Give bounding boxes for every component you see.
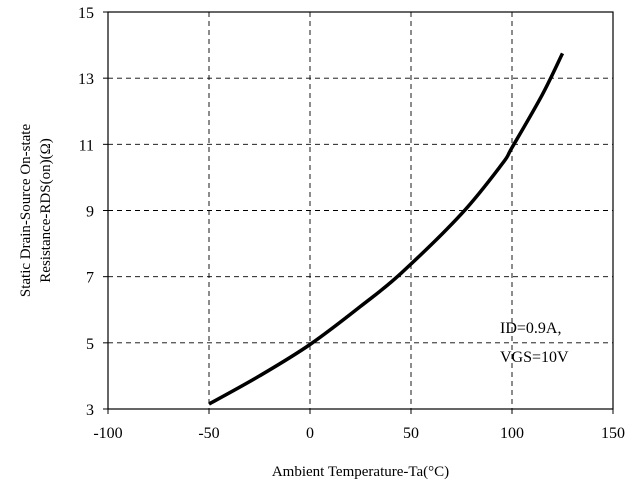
y-axis-title-line-2: Resistance-RDS(on)(Ω) xyxy=(38,138,54,282)
y-tick-label: 7 xyxy=(86,270,94,287)
y-tick-label: 13 xyxy=(78,71,94,88)
x-tick-label: 150 xyxy=(601,425,625,442)
x-tick-label: 100 xyxy=(500,425,524,442)
rds-on-vs-temperature-line xyxy=(208,52,565,406)
y-tick-label: 11 xyxy=(79,137,94,154)
axis-ticks xyxy=(103,11,614,414)
condition-annotation-id: ID=0.9A, xyxy=(500,320,561,337)
x-axis-title: Ambient Temperature-Ta(°C) xyxy=(272,464,449,480)
y-tick-label: 15 xyxy=(78,5,94,22)
grid-lines xyxy=(108,12,613,409)
x-tick-label: -100 xyxy=(93,425,122,442)
y-tick-label: 5 xyxy=(86,336,94,353)
x-tick-label: -50 xyxy=(198,425,219,442)
y-axis-title-line-1: Static Drain-Source On-state xyxy=(18,124,34,298)
series-layer xyxy=(208,52,565,406)
x-tick-labels: -100 -50 0 50 100 150 xyxy=(93,425,625,442)
condition-annotation-vgs: VGS=10V xyxy=(500,349,569,366)
x-tick-label: 0 xyxy=(306,425,314,442)
x-tick-label: 50 xyxy=(403,425,419,442)
y-tick-label: 9 xyxy=(86,204,94,221)
y-tick-labels: 3 5 7 9 11 13 15 xyxy=(78,5,94,419)
y-tick-label: 3 xyxy=(86,402,94,419)
